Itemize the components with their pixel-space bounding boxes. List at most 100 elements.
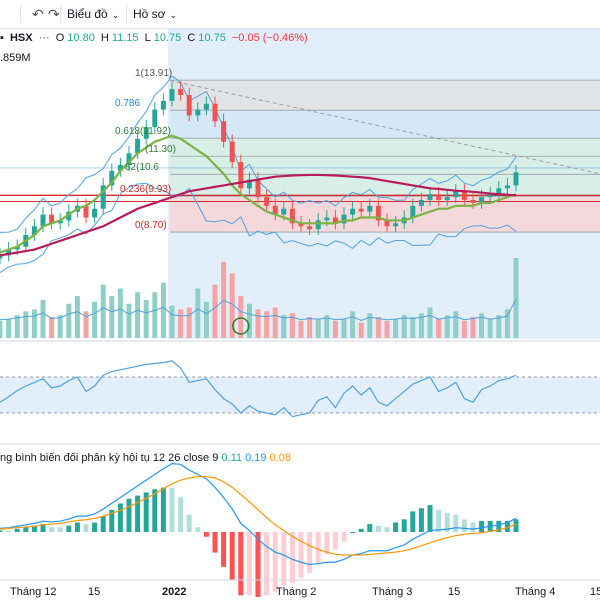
candle-body: [315, 220, 321, 230]
volume-bar: [341, 318, 347, 338]
fib-band: [170, 156, 600, 175]
volume-bar: [195, 288, 201, 338]
candle-body: [238, 162, 244, 189]
candle-body: [109, 170, 115, 186]
macd-histogram-bar: [496, 520, 502, 532]
candle-body: [186, 95, 192, 116]
macd-histogram-bar: [100, 516, 106, 532]
volume-bar: [479, 313, 485, 338]
macd-histogram-bar: [281, 532, 287, 586]
volume-bar: [203, 301, 209, 338]
rsi-band: [0, 377, 600, 413]
macd-histogram-bar: [57, 527, 63, 532]
macd-histogram-bar: [74, 522, 80, 532]
open-label: O: [55, 32, 65, 44]
macd-histogram-bar: [324, 532, 330, 555]
volume-bar: [358, 322, 364, 338]
fib-band: [170, 110, 600, 139]
macd-histogram-bar: [255, 532, 261, 597]
volume-bar: [487, 318, 493, 338]
candle-body: [513, 172, 519, 186]
more-icon[interactable]: ⋯: [38, 32, 50, 44]
candle-body: [281, 208, 287, 215]
macd-histogram-bar: [169, 487, 175, 532]
x-tick-label: 2022: [162, 586, 187, 598]
macd-histogram-bar: [117, 503, 123, 532]
eye-icon[interactable]: ▪: [0, 32, 4, 44]
redo-icon[interactable]: ↷: [48, 6, 60, 22]
macd-histogram-bar: [186, 514, 192, 532]
volume-bar: [100, 284, 106, 338]
high-label: H: [100, 32, 109, 44]
symbol-exchange: HSX: [9, 32, 33, 44]
rsi-line: [0, 360, 517, 418]
candle-body: [272, 205, 278, 215]
macd-histogram-bar: [358, 528, 364, 532]
candle-body: [246, 179, 252, 189]
candle-body: [31, 226, 37, 235]
macd-histogram-bar: [66, 525, 72, 532]
macd-histogram-bar: [92, 522, 98, 532]
macd-histogram-bar: [513, 519, 519, 532]
volume-bar: [513, 258, 519, 338]
volume-bar: [272, 307, 278, 338]
macd-histogram-bar: [0, 530, 3, 532]
candle-body: [470, 200, 476, 203]
candle-body: [143, 127, 149, 139]
volume-ma-line: [0, 298, 517, 321]
undo-icon[interactable]: ↶: [32, 6, 44, 22]
high-value: 11.15: [111, 32, 139, 44]
candle-body: [195, 109, 201, 116]
fib-level-label: 1(13.91): [135, 68, 173, 80]
chart-menu-button[interactable]: Biểu đồ ⌄: [67, 7, 120, 21]
macd-title: ng bình biến đối phân kỳ hội tụ 12 26 cl…: [0, 452, 219, 464]
candle-body: [453, 191, 459, 198]
volume-bar: [74, 296, 80, 338]
candle-body: [436, 194, 442, 200]
volume-bar: [169, 305, 175, 338]
volume-bar: [384, 320, 390, 338]
x-tick-label: Tháng 2: [276, 586, 317, 598]
candle-body: [92, 208, 98, 218]
volume-bar: [470, 317, 476, 338]
volume-bar: [178, 309, 184, 338]
macd-histogram-bar: [229, 532, 235, 580]
volume-bar: [289, 313, 295, 338]
trend-line: [169, 79, 600, 175]
fib-band: [170, 138, 600, 157]
volume-bar: [315, 318, 321, 338]
macd-histogram-bar: [298, 532, 304, 578]
toolbar-divider: [60, 5, 61, 23]
macd-histogram-bar: [264, 532, 270, 596]
x-tick-label: Tháng 3: [372, 586, 413, 598]
macd-line: [0, 462, 517, 566]
macd-histogram-bar: [384, 527, 390, 532]
macd-histogram-bar: [152, 489, 158, 532]
histogram-value: 0.08: [269, 452, 291, 464]
x-tick-label: 15: [88, 586, 101, 598]
volume-bar: [83, 311, 89, 338]
candle-body: [358, 208, 364, 212]
fib-band: [170, 174, 600, 197]
volume-bar: [135, 292, 141, 338]
toolbar-divider: [20, 5, 21, 23]
candle-body: [427, 194, 433, 200]
macd-histogram-bar: [212, 532, 218, 553]
volume-bar: [281, 315, 287, 338]
toolbar-divider: [126, 5, 127, 23]
bollinger-lower-line: [0, 182, 517, 274]
volume-bar: [367, 313, 373, 338]
macd-histogram-bar: [332, 532, 338, 550]
macd-histogram-bar: [272, 532, 278, 593]
candle-body: [83, 205, 89, 218]
volume-bar: [324, 315, 330, 338]
profile-menu-button[interactable]: Hồ sơ ⌄: [133, 7, 178, 21]
candle-body: [14, 246, 20, 250]
candle-body: [221, 121, 227, 142]
macd-histogram-bar: [461, 519, 467, 532]
candle-body: [496, 188, 502, 195]
macd-histogram-bar: [6, 530, 12, 532]
ema-fast-line: [0, 134, 517, 254]
x-tick-label: Tháng 4: [515, 586, 556, 598]
